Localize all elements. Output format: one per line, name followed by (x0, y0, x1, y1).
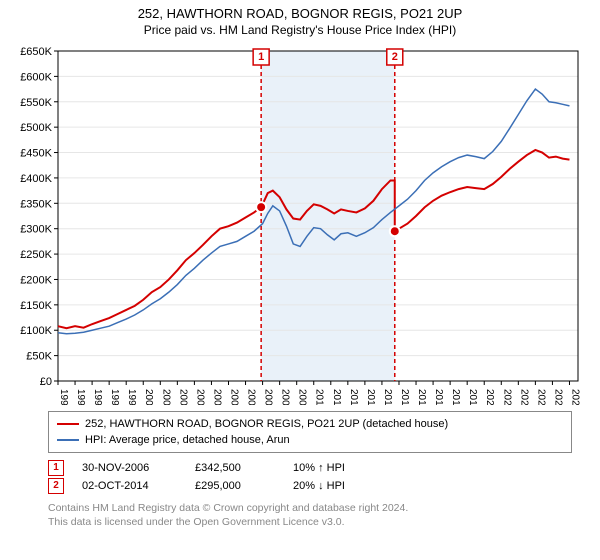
svg-text:£600K: £600K (20, 71, 52, 83)
legend: 252, HAWTHORN ROAD, BOGNOR REGIS, PO21 2… (48, 411, 572, 453)
svg-text:£300K: £300K (20, 224, 52, 236)
event-price: £295,000 (195, 477, 275, 495)
svg-text:£0: £0 (40, 376, 52, 388)
svg-text:£400K: £400K (20, 173, 52, 185)
svg-text:2005: 2005 (228, 389, 239, 405)
svg-text:2022: 2022 (518, 389, 529, 405)
svg-text:2013: 2013 (365, 389, 376, 405)
svg-text:£100K: £100K (20, 325, 52, 337)
svg-text:2011: 2011 (331, 389, 342, 405)
page-subtitle: Price paid vs. HM Land Registry's House … (0, 23, 600, 37)
svg-text:£500K: £500K (20, 122, 52, 134)
svg-text:£650K: £650K (20, 46, 52, 58)
svg-text:2010: 2010 (314, 389, 325, 405)
svg-text:2004: 2004 (211, 389, 222, 405)
svg-text:2008: 2008 (280, 389, 291, 405)
legend-row: 252, HAWTHORN ROAD, BOGNOR REGIS, PO21 2… (57, 416, 563, 432)
event-date: 30-NOV-2006 (82, 459, 177, 477)
svg-text:2012: 2012 (348, 389, 359, 405)
license-text: Contains HM Land Registry data © Crown c… (48, 501, 572, 529)
events-table: 1 30-NOV-2006 £342,500 10% ↑ HPI 2 02-OC… (48, 459, 572, 495)
svg-text:2009: 2009 (297, 389, 308, 405)
event-delta: 10% ↑ HPI (293, 459, 345, 477)
event-marker: 2 (48, 478, 64, 494)
svg-text:£350K: £350K (20, 198, 52, 210)
svg-text:2001: 2001 (160, 389, 171, 405)
page-title: 252, HAWTHORN ROAD, BOGNOR REGIS, PO21 2… (0, 6, 600, 21)
event-marker: 1 (48, 460, 64, 476)
svg-text:1996: 1996 (75, 389, 86, 405)
svg-text:1998: 1998 (109, 389, 120, 405)
svg-text:2000: 2000 (143, 389, 154, 405)
svg-text:£550K: £550K (20, 97, 52, 109)
svg-text:£50K: £50K (26, 351, 52, 363)
license-line: Contains HM Land Registry data © Crown c… (48, 501, 572, 515)
svg-text:2: 2 (392, 51, 398, 63)
svg-text:2017: 2017 (433, 389, 444, 405)
event-date: 02-OCT-2014 (82, 477, 177, 495)
svg-text:£250K: £250K (20, 249, 52, 261)
legend-swatch (57, 423, 79, 425)
svg-text:2018: 2018 (450, 389, 461, 405)
svg-text:1995: 1995 (58, 389, 69, 405)
svg-text:2006: 2006 (246, 389, 257, 405)
svg-text:2014: 2014 (382, 389, 393, 405)
svg-text:1997: 1997 (92, 389, 103, 405)
event-row: 1 30-NOV-2006 £342,500 10% ↑ HPI (48, 459, 572, 477)
svg-text:2016: 2016 (416, 389, 427, 405)
chart-svg: £0 £50K £100K £150K £200K £250K £300K £350K £400… (10, 45, 590, 405)
event-price: £342,500 (195, 459, 275, 477)
svg-text:2020: 2020 (484, 389, 495, 405)
legend-row: HPI: Average price, detached house, Arun (57, 432, 563, 448)
svg-text:2024: 2024 (552, 389, 563, 405)
legend-label: 252, HAWTHORN ROAD, BOGNOR REGIS, PO21 2… (85, 416, 448, 432)
svg-text:2002: 2002 (177, 389, 188, 405)
svg-text:2023: 2023 (535, 389, 546, 405)
price-chart: £0 £50K £100K £150K £200K £250K £300K £350K £400… (10, 45, 590, 405)
legend-swatch (57, 439, 79, 441)
svg-text:2025: 2025 (569, 389, 580, 405)
svg-text:1999: 1999 (126, 389, 137, 405)
event-row: 2 02-OCT-2014 £295,000 20% ↓ HPI (48, 477, 572, 495)
event-delta: 20% ↓ HPI (293, 477, 345, 495)
svg-text:1: 1 (258, 51, 264, 63)
svg-text:£150K: £150K (20, 300, 52, 312)
svg-text:2003: 2003 (194, 389, 205, 405)
svg-text:£450K: £450K (20, 148, 52, 160)
svg-text:2019: 2019 (467, 389, 478, 405)
svg-text:2007: 2007 (263, 389, 274, 405)
svg-text:£200K: £200K (20, 274, 52, 286)
legend-label: HPI: Average price, detached house, Arun (85, 432, 290, 448)
svg-text:2015: 2015 (399, 389, 410, 405)
svg-text:2021: 2021 (501, 389, 512, 405)
license-line: This data is licensed under the Open Gov… (48, 515, 572, 529)
